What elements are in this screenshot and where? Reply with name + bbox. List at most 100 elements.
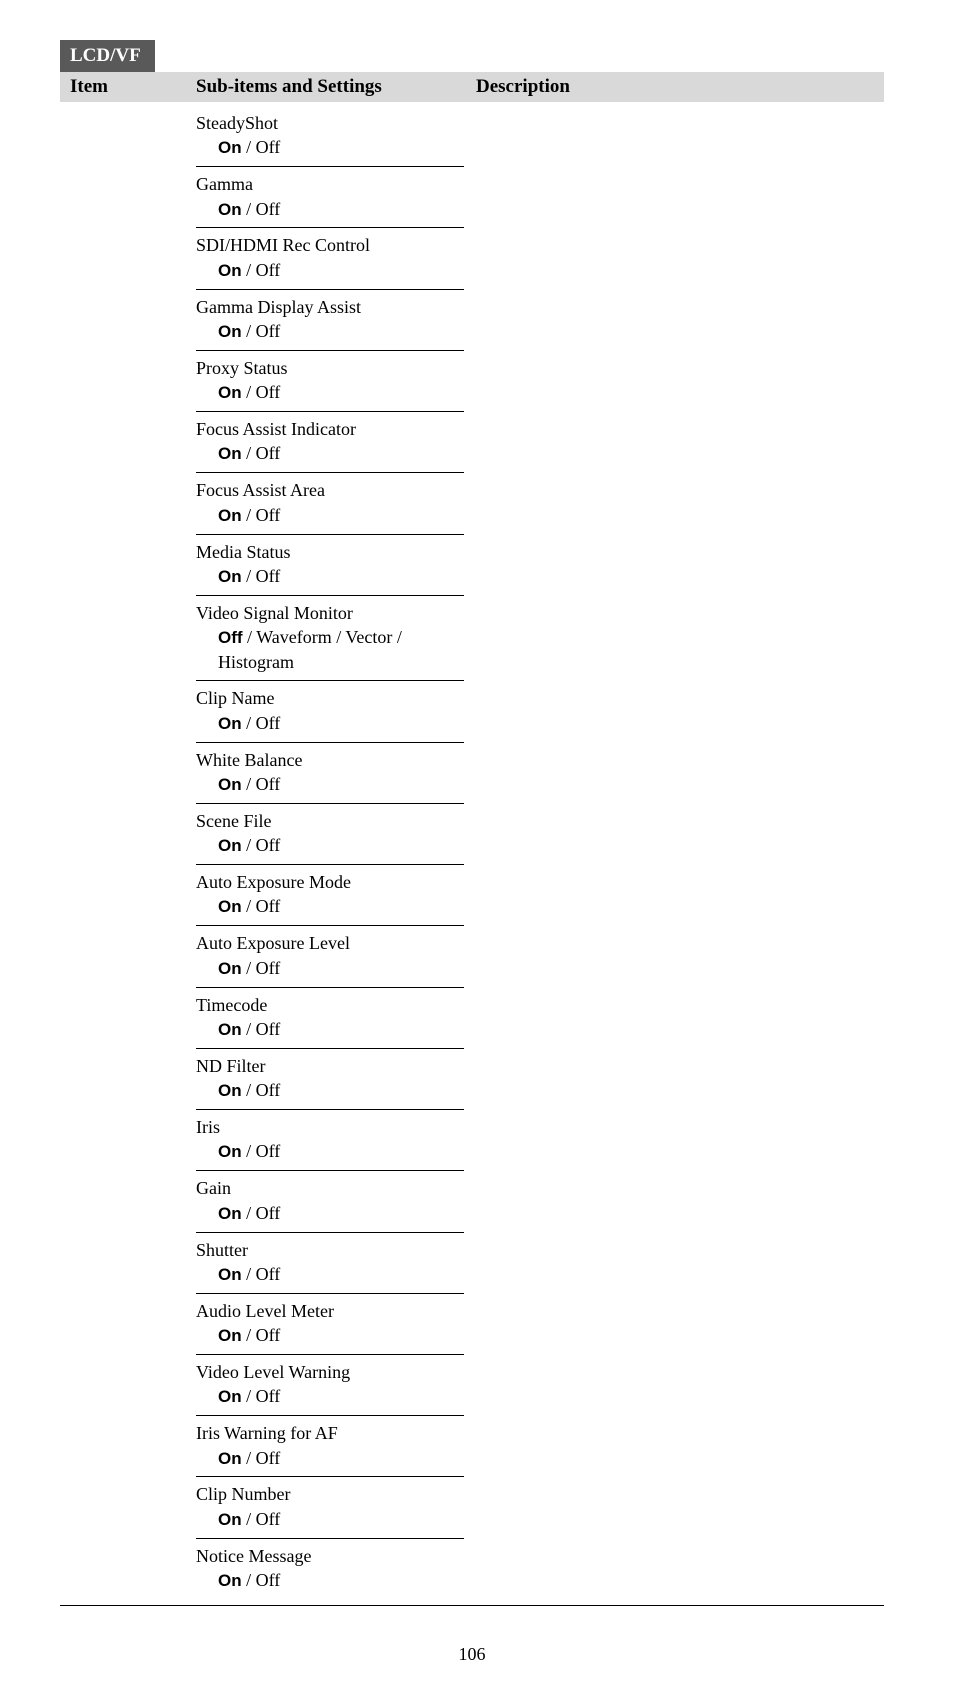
subitem-block: GainOn / Off xyxy=(196,1171,464,1232)
subitem-setting: On / Off xyxy=(196,564,464,589)
subitem-block: Video Level WarningOn / Off xyxy=(196,1355,464,1416)
subitem-name: Video Level Warning xyxy=(196,1360,464,1384)
subitem-setting: On / Off xyxy=(196,135,464,160)
subitem-block: Clip Name On / Off xyxy=(196,681,464,742)
subitem-name: Focus Assist Area xyxy=(196,478,464,502)
subitem-setting-default: Off xyxy=(218,628,243,647)
subitem-name: White Balance xyxy=(196,748,464,772)
subitem-setting-default: On xyxy=(218,383,242,402)
subitem-name: Shutter xyxy=(196,1238,464,1262)
subitem-block: Focus Assist Indicator On / Off xyxy=(196,412,464,473)
subitem-name: Focus Assist Indicator xyxy=(196,417,464,441)
subitem-setting-options: / Off xyxy=(242,835,281,855)
subitem-setting-default: On xyxy=(218,714,242,733)
subitem-setting-options: / Off xyxy=(242,1080,281,1100)
subitem-setting-default: On xyxy=(218,1081,242,1100)
subitem-setting-default: On xyxy=(218,1204,242,1223)
subitem-setting-options: / Off xyxy=(242,566,281,586)
subitem-name: Audio Level Meter xyxy=(196,1299,464,1323)
subitem-setting: On / Off xyxy=(196,1201,464,1226)
table-body-row: SteadyShotOn / OffGammaOn / OffSDI/HDMI … xyxy=(60,102,884,1603)
subitem-setting: On / Off xyxy=(196,258,464,283)
subitem-setting: On / Off xyxy=(196,1568,464,1593)
header-item: Item xyxy=(60,72,190,102)
subitem-setting: On / Off xyxy=(196,503,464,528)
subitem-name: Proxy Status xyxy=(196,356,464,380)
subitem-setting-default: On xyxy=(218,1387,242,1406)
subitem-setting-default: On xyxy=(218,1449,242,1468)
subitem-block: ShutterOn / Off xyxy=(196,1233,464,1294)
subitem-block: GammaOn / Off xyxy=(196,167,464,228)
description-cell xyxy=(470,102,884,1603)
subitem-name: Media Status xyxy=(196,540,464,564)
subitem-name: Video Signal Monitor xyxy=(196,601,464,625)
subitem-setting-options: / Off xyxy=(242,1325,281,1345)
subitem-setting: On / Off xyxy=(196,1078,464,1103)
subitem-name: Gamma Display Assist xyxy=(196,295,464,319)
subitem-setting-default: On xyxy=(218,261,242,280)
item-cell xyxy=(60,102,190,1603)
subitem-setting-options: / Off xyxy=(242,958,281,978)
subitem-setting: On / Off xyxy=(196,1507,464,1532)
subitem-setting-default: On xyxy=(218,567,242,586)
subitem-setting-options: / Waveform / Vector / Histogram xyxy=(218,627,402,672)
subitem-name: Gamma xyxy=(196,172,464,196)
subitem-setting-default: On xyxy=(218,322,242,341)
header-subitems: Sub-items and Settings xyxy=(190,72,470,102)
subitem-setting: On / Off xyxy=(196,1017,464,1042)
subitem-block: Audio Level MeterOn / Off xyxy=(196,1294,464,1355)
subitem-block: Focus Assist AreaOn / Off xyxy=(196,473,464,534)
subitem-setting-options: / Off xyxy=(242,774,281,794)
subitem-name: Auto Exposure Level xyxy=(196,931,464,955)
subitem-block: TimecodeOn / Off xyxy=(196,988,464,1049)
subitem-setting-options: / Off xyxy=(242,1203,281,1223)
header-description: Description xyxy=(470,72,884,102)
subitem-setting-options: / Off xyxy=(242,199,281,219)
subitem-setting-options: / Off xyxy=(242,1386,281,1406)
subitem-block: Auto Exposure ModeOn / Off xyxy=(196,865,464,926)
subitem-setting: On / Off xyxy=(196,1323,464,1348)
subitem-setting-options: / Off xyxy=(242,1509,281,1529)
subitem-setting-options: / Off xyxy=(242,713,281,733)
subitem-name: Clip Name xyxy=(196,686,464,710)
subitem-setting: On / Off xyxy=(196,380,464,405)
bottom-rule xyxy=(60,1605,884,1606)
subitem-setting-options: / Off xyxy=(242,443,281,463)
subitem-setting-default: On xyxy=(218,506,242,525)
subitem-setting-options: / Off xyxy=(242,382,281,402)
subitem-setting: On / Off xyxy=(196,197,464,222)
subitem-setting: On / Off xyxy=(196,1384,464,1409)
subitem-setting-default: On xyxy=(218,138,242,157)
page-number: 106 xyxy=(60,1644,884,1665)
subitem-name: Iris xyxy=(196,1115,464,1139)
subitems-cell: SteadyShotOn / OffGammaOn / OffSDI/HDMI … xyxy=(190,102,470,1603)
subitem-name: Clip Number xyxy=(196,1482,464,1506)
subitem-block: Auto Exposure LevelOn / Off xyxy=(196,926,464,987)
subitem-block: Video Signal MonitorOff / Waveform / Vec… xyxy=(196,596,464,682)
subitem-setting-default: On xyxy=(218,1326,242,1345)
subitem-block: Media StatusOn / Off xyxy=(196,535,464,596)
subitem-block: White Balance On / Off xyxy=(196,743,464,804)
subitem-name: SteadyShot xyxy=(196,111,464,135)
subitem-block: SteadyShotOn / Off xyxy=(196,106,464,167)
subitem-block: Gamma Display AssistOn / Off xyxy=(196,290,464,351)
subitem-name: Notice Message xyxy=(196,1544,464,1568)
subitem-block: ND FilterOn / Off xyxy=(196,1049,464,1110)
subitem-block: IrisOn / Off xyxy=(196,1110,464,1171)
subitem-setting: Off / Waveform / Vector / Histogram xyxy=(196,625,464,674)
subitem-setting-default: On xyxy=(218,1142,242,1161)
subitem-setting: On / Off xyxy=(196,894,464,919)
subitem-setting-default: On xyxy=(218,775,242,794)
subitem-setting-options: / Off xyxy=(242,896,281,916)
subitem-setting-options: / Off xyxy=(242,1019,281,1039)
subitem-name: Iris Warning for AF xyxy=(196,1421,464,1445)
subitem-setting-default: On xyxy=(218,444,242,463)
subitem-name: Scene File xyxy=(196,809,464,833)
subitem-setting-options: / Off xyxy=(242,137,281,157)
subitem-block: Clip NumberOn / Off xyxy=(196,1477,464,1538)
subitem-setting-default: On xyxy=(218,897,242,916)
subitem-name: SDI/HDMI Rec Control xyxy=(196,233,464,257)
subitem-setting-options: / Off xyxy=(242,260,281,280)
subitem-setting-default: On xyxy=(218,1510,242,1529)
subitem-setting: On / Off xyxy=(196,833,464,858)
